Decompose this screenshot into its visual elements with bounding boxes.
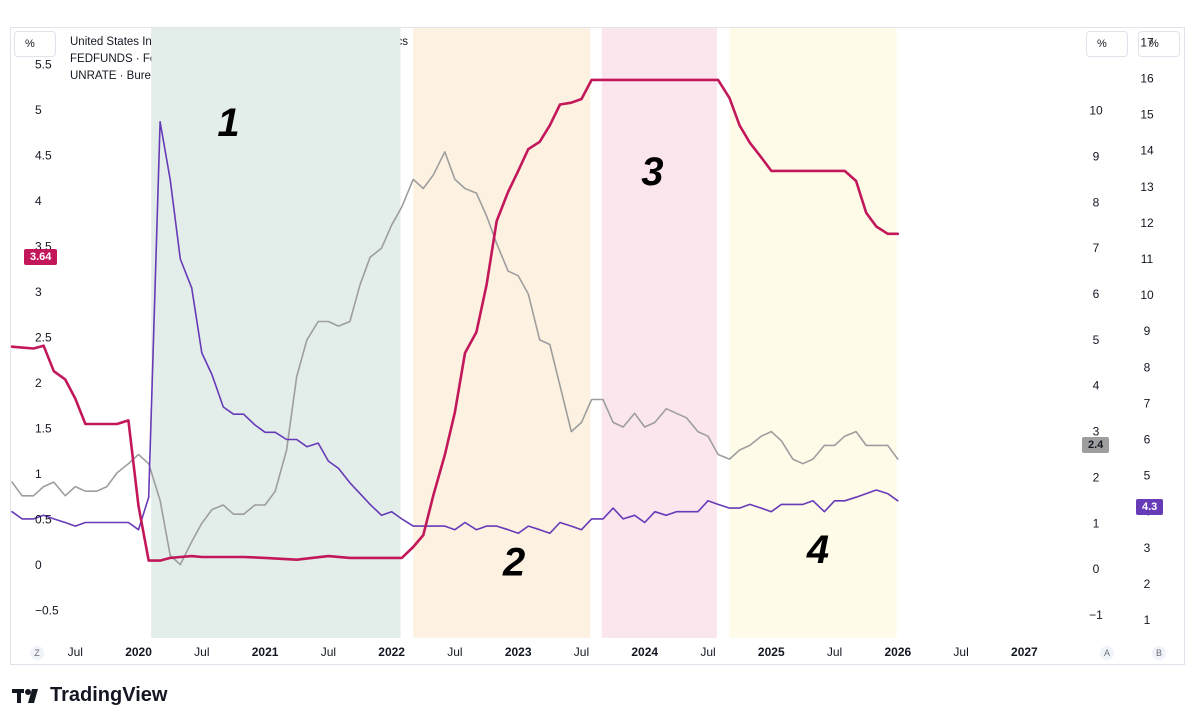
cpi-price-tag: 2.4	[1082, 437, 1110, 453]
right-scale-b-corner-button[interactable]: B	[1152, 646, 1166, 660]
chart-frame	[10, 27, 1185, 665]
tradingview-logo-icon	[12, 688, 38, 703]
right-axis-a-unit-button[interactable]: %	[1086, 31, 1128, 57]
tradingview-wordmark: TradingView	[50, 684, 168, 706]
legend-unrate-change: −0.1 (−2.27%)	[293, 70, 367, 82]
unrate-price-tag: 4.3	[1136, 499, 1164, 515]
legend-row-cpi[interactable]: United States Inflation Rate YoY · 1M · …	[70, 36, 514, 48]
right-axis-b-unit-button[interactable]: %	[1138, 31, 1180, 57]
legend-fed-value: 3.64	[237, 53, 260, 65]
fed-price-tag: 3.64	[24, 249, 58, 265]
legend-fed-change: −0.08 (−2.15%)	[262, 53, 342, 65]
legend-unrate-label: UNRATE · Bureau of Labour Statistics	[70, 70, 265, 82]
right-scale-a-corner-button[interactable]: A	[1100, 646, 1114, 660]
tradingview-logo[interactable]: TradingView	[12, 684, 167, 707]
left-scale-corner-button[interactable]: Z	[30, 646, 44, 660]
legend-cpi-change: −0.3 (−11.11%)	[436, 36, 514, 48]
left-axis-unit-button[interactable]: %	[14, 31, 56, 57]
legend-cpi-value: 2.4	[417, 36, 434, 48]
legend-cpi-label: United States Inflation Rate YoY · 1M · …	[70, 36, 408, 48]
legend-row-unrate[interactable]: UNRATE · Bureau of Labour Statistics 4.3…	[70, 70, 366, 82]
legend-row-fed[interactable]: FEDFUNDS · Federal Reserve 3.64 −0.08 (−…	[70, 53, 342, 65]
legend-unrate-value: 4.3	[273, 70, 290, 82]
legend-fed-label: FEDFUNDS · Federal Reserve	[70, 53, 228, 65]
